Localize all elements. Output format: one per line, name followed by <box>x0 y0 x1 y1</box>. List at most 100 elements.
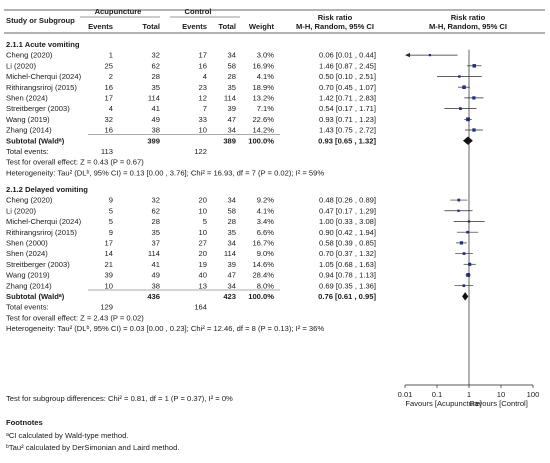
study-risk-ratio-ci: 0.54 [0.17 , 1.71] <box>319 104 376 113</box>
events-control: 10 <box>199 126 207 135</box>
study-name: Rithirangsriroj (2015) <box>6 228 77 237</box>
study-weight: 8.0% <box>257 281 275 290</box>
study-name: Cheng (2020) <box>6 51 53 60</box>
header-events-2: Events <box>182 22 207 31</box>
forest-table-body: 2.1.1 Acute vomiting Cheng (2020) 1 32 17 34 3… <box>6 40 485 403</box>
total-control: 39 <box>228 260 236 269</box>
events-acupuncture: 17 <box>105 94 113 103</box>
total-events-control: 164 <box>194 303 207 312</box>
study-name: Shen (2024) <box>6 94 48 103</box>
table-header: Study or Subgroup Acupuncture Control Ev… <box>6 7 507 31</box>
header-weight: Weight <box>249 22 275 31</box>
total-control: 34 <box>228 126 236 135</box>
study-name: Wang (2019) <box>6 115 50 124</box>
study-weight: 13.2% <box>252 94 274 103</box>
total-events-label: Total events: <box>6 303 49 312</box>
study-risk-ratio-ci: 0.70 [0.37 , 1.32] <box>319 249 376 258</box>
overall-effect-test: Test for overall effect: Z = 2.43 (P = 0… <box>6 313 144 322</box>
total-acupuncture: 38 <box>152 281 160 290</box>
events-acupuncture: 5 <box>109 217 113 226</box>
point-estimate <box>468 262 472 266</box>
total-control: 34 <box>228 51 236 60</box>
point-estimate <box>462 85 466 89</box>
events-control: 13 <box>199 281 207 290</box>
total-acupuncture: 41 <box>152 104 160 113</box>
study-weight: 9.0% <box>257 249 275 258</box>
subtotal-total-acupuncture: 399 <box>147 136 160 145</box>
study-row: Rithirangsriroj (2015) 9 35 10 35 6.6% 0.90 [0… <box>6 228 479 237</box>
total-control: 34 <box>228 281 236 290</box>
study-row: Michel-Cherqui (2024) 5 28 5 28 3.4% 1.00 [0.3… <box>6 217 485 226</box>
study-row: Li (2020) 25 62 16 58 16.9% 1.46 [0.87 , 2.45] <box>6 61 482 70</box>
study-weight: 4.1% <box>257 72 275 81</box>
study-weight: 14.6% <box>252 260 274 269</box>
subtotal-label: Subtotal (Waldᵃ) <box>6 136 65 145</box>
events-acupuncture: 14 <box>105 249 113 258</box>
x-tick-label: 0.01 <box>398 390 413 399</box>
total-events-acupuncture: 129 <box>100 303 113 312</box>
study-weight: 7.1% <box>257 104 275 113</box>
total-acupuncture: 32 <box>152 51 160 60</box>
header-total-1: Total <box>142 22 160 31</box>
total-acupuncture: 38 <box>152 126 160 135</box>
total-control: 114 <box>224 249 236 258</box>
events-acupuncture: 16 <box>105 83 113 92</box>
total-control: 47 <box>228 115 236 124</box>
events-acupuncture: 21 <box>105 260 113 269</box>
subgroup-title: 2.1.1 Acute vomiting <box>6 40 80 49</box>
point-estimate <box>428 53 432 57</box>
study-weight: 14.2% <box>252 126 274 135</box>
study-name: Streitberger (2003) <box>6 104 70 113</box>
footnotes-title: Footnotes <box>6 418 43 427</box>
footnote-b: ᵇTau² calculated by DerSimonian and Lair… <box>6 443 179 452</box>
events-acupuncture: 1 <box>109 51 113 60</box>
header-events-1: Events <box>88 22 113 31</box>
study-name: Wang (2019) <box>6 271 50 280</box>
subgroup-difference-test: Test for subgroup differences: Chi² = 0.… <box>6 394 233 403</box>
study-row: Li (2020) 5 62 10 58 4.1% 0.47 [0.17 , 1.29] <box>6 206 473 215</box>
x-tick-label: 0.1 <box>432 390 443 399</box>
study-name: Shen (2024) <box>6 249 48 258</box>
study-weight: 4.1% <box>257 206 275 215</box>
events-control: 4 <box>203 72 207 81</box>
total-control: 39 <box>228 104 236 113</box>
study-risk-ratio-ci: 1.05 [0.68 , 1.63] <box>319 260 376 269</box>
events-control: 27 <box>199 238 207 247</box>
study-weight: 22.6% <box>252 115 274 124</box>
study-risk-ratio-ci: 1.46 [0.87 , 2.45] <box>319 61 376 70</box>
total-events-acupuncture: 113 <box>101 147 113 156</box>
study-row: Streitberger (2003) 21 41 19 39 14.6% 1.05 [0.… <box>6 260 476 269</box>
heterogeneity-stats: Heterogeneity: Tau² (DLᵇ, 95% CI) = 0.13… <box>6 168 324 177</box>
study-row: Shen (2024) 17 114 12 114 13.2% 1.42 [0.71 , 2… <box>6 94 484 103</box>
point-estimate <box>459 241 464 245</box>
total-events-label: Total events: <box>6 147 49 156</box>
events-control: 12 <box>199 94 207 103</box>
total-acupuncture: 35 <box>152 83 160 92</box>
total-acupuncture: 62 <box>152 206 160 215</box>
x-axis: 0.01 0.1 1 10 100 Favours [Acupuncture]Favour… <box>398 49 539 408</box>
events-control: 20 <box>199 249 207 258</box>
x-tick-label: 10 <box>497 390 505 399</box>
events-acupuncture: 16 <box>105 126 113 135</box>
study-name: Li (2020) <box>6 206 36 215</box>
subtotal-weight: 100.0% <box>248 292 274 301</box>
ci-arrow-left <box>405 52 410 58</box>
events-acupuncture: 5 <box>109 206 113 215</box>
total-control: 114 <box>224 94 236 103</box>
events-acupuncture: 10 <box>105 281 113 290</box>
study-weight: 16.7% <box>252 238 274 247</box>
study-row: Wang (2019) 32 49 33 47 22.6% 0.93 [0.71 , 1.2… <box>6 115 472 124</box>
study-name: Cheng (2020) <box>6 196 53 205</box>
study-weight: 3.4% <box>257 217 275 226</box>
study-weight: 18.9% <box>252 83 274 92</box>
events-control: 10 <box>199 228 207 237</box>
events-control: 33 <box>199 115 207 124</box>
total-control: 34 <box>228 196 236 205</box>
total-control: 34 <box>228 238 236 247</box>
events-control: 10 <box>199 206 207 215</box>
point-estimate <box>466 230 469 234</box>
study-row: Cheng (2020) 9 32 20 34 9.2% 0.48 [0.26 , 0.89… <box>6 196 468 205</box>
x-tick-label: 1 <box>467 390 471 399</box>
subtotal-total-control: 423 <box>223 292 236 301</box>
